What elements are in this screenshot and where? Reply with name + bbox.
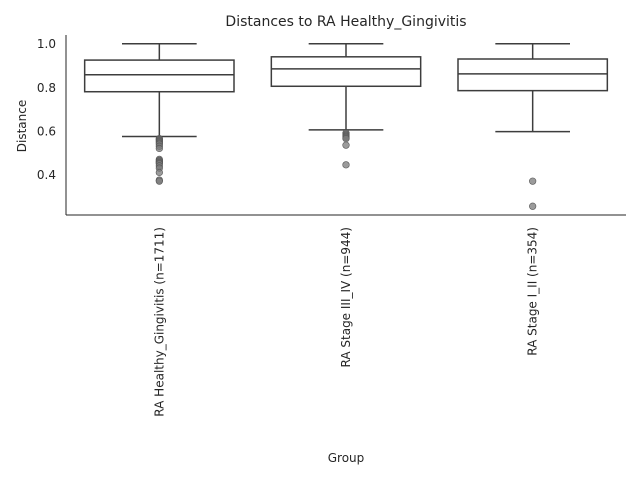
plot-area [83,42,609,210]
box-group [270,42,422,169]
box-iqr [270,56,422,88]
outlier-point [155,177,163,185]
y-tick-label: 0.8 [37,81,56,95]
x-axis-label: Group [328,451,365,465]
y-tick-label: 1.0 [37,37,56,51]
y-tick-label: 0.4 [37,168,56,182]
x-ticks: RA Healthy_Gingivitis (n=1711) RA Stage I… [152,227,539,417]
y-axis-label: Distance [15,100,29,152]
outlier-point [155,144,163,153]
x-tick-label: RA Stage III_IV (n=944) [339,227,353,367]
x-tick-label: RA Stage I_II (n=354) [526,227,540,356]
y-ticks: 0.4 0.6 0.8 1.0 [37,37,56,182]
box-group [83,42,235,185]
outlier-point [342,161,350,169]
outlier-point [155,168,163,177]
outlier-point [342,141,350,149]
box-iqr [83,59,235,93]
outlier-point [529,202,537,210]
chart-title: Distances to RA Healthy_Gingivitis [225,14,466,30]
y-tick-label: 0.6 [37,125,56,139]
box-group [457,42,609,210]
x-tick-label: RA Healthy_Gingivitis (n=1711) [152,227,166,417]
box-iqr [457,58,609,92]
outlier-point [529,177,537,185]
outlier-point [342,135,350,143]
